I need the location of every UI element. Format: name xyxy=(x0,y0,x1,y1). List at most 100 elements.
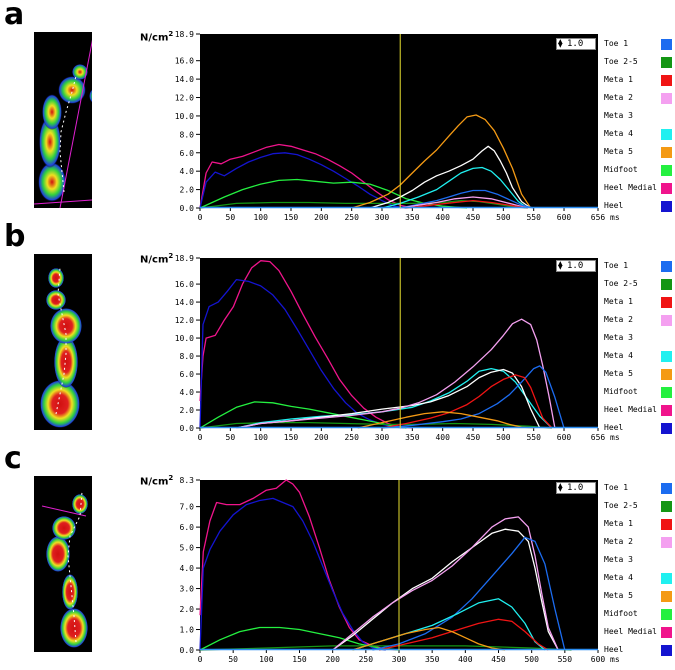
legend-item: Meta 1 xyxy=(604,74,674,86)
legend-item: Meta 5 xyxy=(604,590,674,602)
y-tick-label: 0.0 xyxy=(180,646,195,655)
legend-swatch xyxy=(661,279,672,290)
x-tick-label: 150 xyxy=(284,433,299,442)
legend-item: Toe 2-5 xyxy=(604,278,674,290)
y-tick-label: 12.0 xyxy=(175,94,194,103)
legend-label: Toe 1 xyxy=(604,39,629,48)
x-tick-label: 550 xyxy=(526,433,541,442)
zoom-spinner[interactable]: ▲ ▼ 1.0 xyxy=(556,38,596,50)
legend-swatch xyxy=(661,93,672,104)
x-tick-label: 500 xyxy=(496,213,511,220)
legend-item: Meta 2 xyxy=(604,92,674,104)
y-tick-label: 10.0 xyxy=(175,112,194,121)
y-tick-label: 8.0 xyxy=(180,352,195,361)
y-unit-label: N/cm2 xyxy=(140,474,174,488)
legend-swatch xyxy=(661,351,672,362)
x-tick-label: 600 xyxy=(557,213,572,220)
series-line xyxy=(199,152,407,209)
legend-swatch xyxy=(661,75,672,86)
y-tick-label: 8.0 xyxy=(180,130,195,139)
legend-label: Heel xyxy=(604,423,624,432)
plot-area xyxy=(200,258,598,428)
legend-label: Heel Medial xyxy=(604,183,657,192)
series-line xyxy=(332,528,559,651)
series-line xyxy=(199,199,528,209)
x-tick-label: 150 xyxy=(292,655,307,664)
legend-swatch xyxy=(661,573,672,584)
x-tick-label: 350 xyxy=(425,655,440,664)
zoom-spinner[interactable]: ▲ ▼ 1.0 xyxy=(556,260,596,272)
legend-label: Toe 2-5 xyxy=(604,57,638,66)
x-tick-label: 0 xyxy=(198,213,203,220)
series-line xyxy=(236,367,553,429)
spin-arrows-icon[interactable]: ▲ ▼ xyxy=(558,260,563,271)
series-line xyxy=(236,318,556,429)
legend-swatch xyxy=(661,315,672,326)
zoom-spinner[interactable]: ▲ ▼ 1.0 xyxy=(556,482,596,494)
y-tick-label: 4.0 xyxy=(180,388,195,397)
panel-label: c xyxy=(4,441,22,476)
legend-label: Heel Medial xyxy=(604,627,657,636)
x-tick-label: 500 xyxy=(496,433,511,442)
legend-label: Toe 1 xyxy=(604,261,629,270)
x-tick-label: 450 xyxy=(466,213,481,220)
legend-item: Meta 3 xyxy=(604,110,674,122)
legend-swatch xyxy=(661,609,672,620)
legend-label: Meta 4 xyxy=(604,573,633,582)
legend-swatch xyxy=(661,627,672,638)
series-line xyxy=(199,479,400,651)
y-tick-label: 8.3 xyxy=(180,476,195,485)
y-tick-label: 3.0 xyxy=(180,585,195,594)
legend-item: Meta 5 xyxy=(604,146,674,158)
spin-arrows-icon[interactable]: ▲ ▼ xyxy=(558,482,563,493)
legend-item: Meta 2 xyxy=(604,536,674,548)
series-line xyxy=(351,114,532,209)
x-tick-label: 600 xyxy=(591,655,606,664)
legend-item: Toe 1 xyxy=(604,38,674,50)
series-line xyxy=(372,536,566,651)
series-line xyxy=(406,199,528,209)
x-tick-label: 250 xyxy=(344,433,359,442)
y-tick-label: 6.0 xyxy=(180,149,195,158)
legend-item: Heel xyxy=(604,422,674,434)
legend-swatch xyxy=(661,387,672,398)
legend-swatch xyxy=(661,483,672,494)
legend-item: Heel xyxy=(604,644,674,656)
legend-item: Toe 1 xyxy=(604,482,674,494)
foot-pressure-image xyxy=(34,254,92,430)
x-tick-label: 656 xyxy=(591,433,606,442)
legend-item: Meta 2 xyxy=(604,314,674,326)
legend-swatch xyxy=(661,201,672,212)
legend-item: Heel Medial xyxy=(604,626,674,638)
y-tick-label: 4.0 xyxy=(180,564,195,573)
panel-label: b xyxy=(4,219,26,254)
legend-swatch xyxy=(661,369,672,380)
legend-label: Heel xyxy=(604,201,624,210)
legend-label: Meta 1 xyxy=(604,519,633,528)
legend-label: Toe 2-5 xyxy=(604,501,638,510)
foot-pressure-image xyxy=(34,32,92,208)
y-tick-label: 0.0 xyxy=(180,424,195,433)
series-line xyxy=(400,189,534,209)
series-line xyxy=(381,166,528,209)
y-tick-label: 2.0 xyxy=(180,406,195,415)
plot-area xyxy=(200,34,598,208)
y-tick-label: 6.0 xyxy=(180,523,195,532)
legend-label: Meta 3 xyxy=(604,555,633,564)
legend-swatch xyxy=(661,297,672,308)
panel-label: a xyxy=(4,0,25,32)
series-line xyxy=(378,618,549,651)
x-tick-label: 100 xyxy=(253,213,268,220)
spin-arrows-icon[interactable]: ▲ ▼ xyxy=(558,38,563,49)
series-line xyxy=(199,143,413,209)
legend-swatch xyxy=(661,183,672,194)
x-tick-label: 550 xyxy=(526,213,541,220)
legend-swatch xyxy=(661,147,672,158)
y-tick-label: 2.0 xyxy=(180,186,195,195)
x-tick-label: 200 xyxy=(314,213,329,220)
legend-item: Heel xyxy=(604,200,674,212)
legend-label: Meta 4 xyxy=(604,351,633,360)
legend-label: Midfoot xyxy=(604,609,638,618)
y-tick-label: 7.0 xyxy=(180,503,195,512)
x-tick-label: 300 xyxy=(392,655,407,664)
